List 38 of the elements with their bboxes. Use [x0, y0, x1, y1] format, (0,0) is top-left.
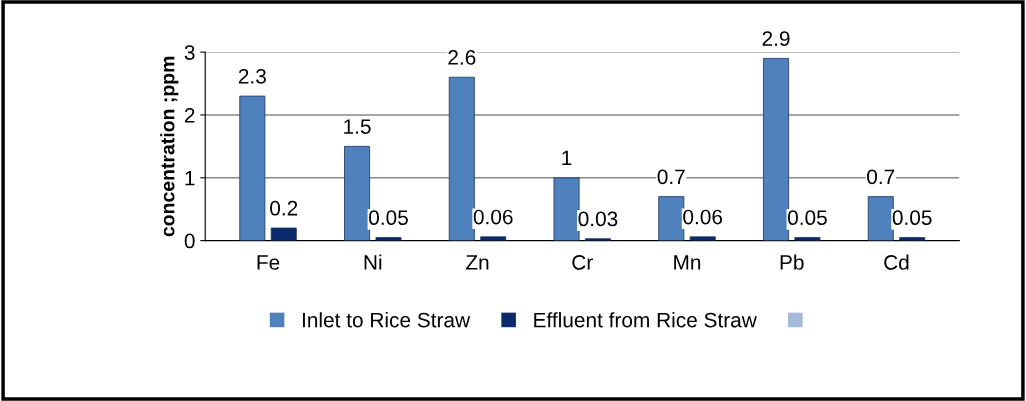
- bar: [553, 177, 580, 241]
- data-label: 0.06: [683, 209, 723, 225]
- bar: [867, 196, 894, 241]
- data-label: 0.03: [578, 211, 618, 227]
- data-label: 0.05: [369, 210, 408, 226]
- bar: [270, 227, 297, 241]
- data-label: 2.3: [238, 68, 266, 84]
- data-label: 2.6: [448, 50, 476, 65]
- bar: [448, 76, 475, 241]
- data-label: 1: [562, 150, 572, 166]
- data-label: 1.5: [344, 119, 371, 134]
- bar: [658, 196, 685, 241]
- y-axis-title: concentration ;ppm: [160, 56, 179, 237]
- data-label: 0.7: [867, 169, 895, 185]
- x-tick-label: Cr: [572, 255, 593, 270]
- data-label: 0.2: [270, 200, 298, 216]
- bar: [239, 95, 266, 241]
- x-tick-label: Mn: [674, 255, 701, 270]
- bar: [763, 57, 790, 241]
- data-label: 0.05: [892, 210, 932, 226]
- x-tick-label: Ni: [364, 254, 382, 270]
- x-tick-label: Cd: [884, 254, 909, 270]
- bar: [480, 236, 507, 241]
- legend-label: Effluent from Rice Straw: [534, 312, 757, 328]
- y-tick-label: 1: [185, 170, 195, 186]
- data-label: 0.06: [473, 209, 513, 225]
- x-tick-label: Fe: [257, 255, 280, 270]
- x-tick-label: Zn: [466, 255, 489, 270]
- data-label: 0.05: [787, 210, 827, 226]
- legend-label: Inlet to Rice Straw: [302, 312, 471, 328]
- bar: [689, 236, 716, 241]
- y-tick-label: 2: [184, 107, 195, 123]
- x-tick-label: Pb: [780, 254, 804, 270]
- y-tick-label: 0: [184, 233, 195, 249]
- y-tick-label: 3: [184, 45, 195, 60]
- data-label: 2.9: [762, 31, 790, 46]
- data-label: 0.7: [657, 169, 685, 185]
- bar: [344, 145, 371, 241]
